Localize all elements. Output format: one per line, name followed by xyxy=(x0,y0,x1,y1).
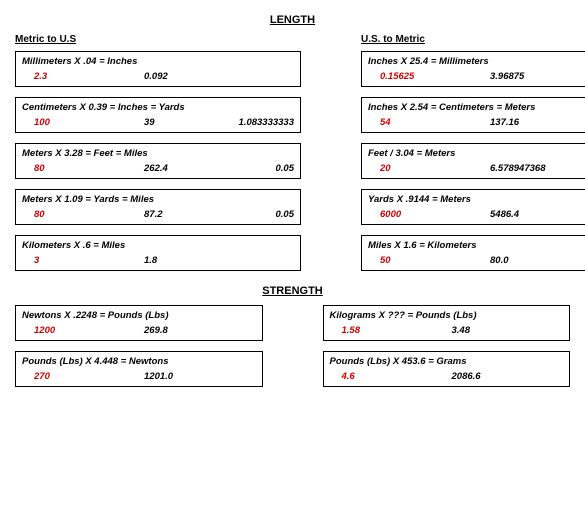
conversion-box: Yards X .9144 = Meters 6000 5486.4 xyxy=(361,189,585,225)
values-line: 50 80.0 xyxy=(368,255,585,266)
output-value-2: 1.3716 xyxy=(570,117,585,128)
values-line: 1200 269.8 xyxy=(22,325,256,336)
input-value[interactable]: 270 xyxy=(22,371,104,382)
formula-text: Feet / 3.04 = Meters xyxy=(368,148,585,159)
metric-to-us-header: Metric to U.S xyxy=(15,34,301,45)
length-right-col: U.S. to Metric Inches X 25.4 = Millimete… xyxy=(361,34,585,281)
conversion-box: Kilometers X .6 = Miles31.8 xyxy=(15,235,301,271)
input-value[interactable]: 1200 xyxy=(22,325,104,336)
formula-text: Inches X 25.4 = Millimeters xyxy=(368,56,585,67)
values-line: 0.15625 3.96875 xyxy=(368,71,585,82)
input-value[interactable]: 100 xyxy=(22,117,104,128)
conversion-box: Miles X 1.6 = Kilometers 50 80.0 xyxy=(361,235,585,271)
conversion-box: Meters X 3.28 = Feet = Miles 80 262.40.05 xyxy=(15,143,301,179)
conversion-box: Inches X 25.4 = Millimeters 0.15625 3.9687… xyxy=(361,51,585,87)
formula-text: Inches X 2.54 = Centimeters = Meters xyxy=(368,102,585,113)
input-value[interactable]: 54 xyxy=(368,117,450,128)
conversion-box: Pounds (Lbs) X 4.448 = Newtons 270 1201.0 xyxy=(15,351,263,387)
input-value[interactable]: 6000 xyxy=(368,209,450,220)
input-value[interactable]: 80 xyxy=(22,163,104,174)
output-value-1: 2086.6 xyxy=(452,371,532,382)
output-value-2: 1.083333333 xyxy=(224,117,294,128)
conversion-box: Newtons X .2248 = Pounds (Lbs) 1200 269.8 xyxy=(15,305,263,341)
formula-text: Meters X 3.28 = Feet = Miles xyxy=(22,148,294,159)
values-line: 80 87.20.05 xyxy=(22,209,294,220)
conversion-box: Meters X 1.09 = Yards = Miles 80 87.20.05 xyxy=(15,189,301,225)
output-value-1: 3.96875 xyxy=(490,71,570,82)
conversion-box: Pounds (Lbs) X 453.6 = Grams 4.6 2086.6 xyxy=(323,351,571,387)
formula-text: Kilograms X ??? = Pounds (Lbs) xyxy=(330,310,564,321)
output-value-1: 137.16 xyxy=(490,117,570,128)
output-value-1: 269.8 xyxy=(144,325,224,336)
input-value[interactable]: 0.15625 xyxy=(368,71,450,82)
strength-title: STRENGTH xyxy=(15,285,570,297)
output-value-1: 87.2 xyxy=(144,209,224,220)
formula-text: Centimeters X 0.39 = Inches = Yards xyxy=(22,102,294,113)
values-line: 4.6 2086.6 xyxy=(330,371,564,382)
us-to-metric-header: U.S. to Metric xyxy=(361,34,585,45)
input-value[interactable]: 1.58 xyxy=(330,325,412,336)
output-value-1: 39 xyxy=(144,117,224,128)
formula-text: Miles X 1.6 = Kilometers xyxy=(368,240,585,251)
values-line: 270 1201.0 xyxy=(22,371,256,382)
input-value[interactable]: 80 xyxy=(22,209,104,220)
output-value-2: 0.05 xyxy=(224,209,294,220)
output-value-1: 3.48 xyxy=(452,325,532,336)
output-value-1: 0.092 xyxy=(144,71,224,82)
values-line: 1.58 3.48 xyxy=(330,325,564,336)
input-value[interactable]: 50 xyxy=(368,255,450,266)
values-line: 20 6.578947368 xyxy=(368,163,585,174)
output-value-1: 5486.4 xyxy=(490,209,570,220)
values-line: 80 262.40.05 xyxy=(22,163,294,174)
values-line: 54 137.161.3716 xyxy=(368,117,585,128)
values-line: 6000 5486.4 xyxy=(368,209,585,220)
input-value[interactable]: 3 xyxy=(22,255,104,266)
output-value-1: 1.8 xyxy=(144,255,224,266)
values-line: 100 391.083333333 xyxy=(22,117,294,128)
output-value-2: 0.05 xyxy=(224,163,294,174)
formula-text: Pounds (Lbs) X 4.448 = Newtons xyxy=(22,356,256,367)
conversion-box: Feet / 3.04 = Meters 20 6.578947368 xyxy=(361,143,585,179)
formula-text: Pounds (Lbs) X 453.6 = Grams xyxy=(330,356,564,367)
formula-text: Yards X .9144 = Meters xyxy=(368,194,585,205)
conversion-box: Kilograms X ??? = Pounds (Lbs) 1.58 3.48 xyxy=(323,305,571,341)
values-line: 31.8 xyxy=(22,255,294,266)
strength-right-col: Kilograms X ??? = Pounds (Lbs) 1.58 3.48 Po… xyxy=(323,305,571,397)
formula-text: Newtons X .2248 = Pounds (Lbs) xyxy=(22,310,256,321)
length-title: LENGTH xyxy=(15,14,570,26)
output-value-1: 262.4 xyxy=(144,163,224,174)
conversion-box: Millimeters X .04 = Inches 2.3 0.092 xyxy=(15,51,301,87)
input-value[interactable]: 4.6 xyxy=(330,371,412,382)
length-columns: Metric to U.S Millimeters X .04 = Inches… xyxy=(15,34,570,281)
formula-text: Kilometers X .6 = Miles xyxy=(22,240,294,251)
input-value[interactable]: 2.3 xyxy=(22,71,104,82)
formula-text: Meters X 1.09 = Yards = Miles xyxy=(22,194,294,205)
input-value[interactable]: 20 xyxy=(368,163,450,174)
formula-text: Millimeters X .04 = Inches xyxy=(22,56,294,67)
output-value-1: 80.0 xyxy=(490,255,570,266)
conversion-box: Inches X 2.54 = Centimeters = Meters 54 13… xyxy=(361,97,585,133)
conversion-box: Centimeters X 0.39 = Inches = Yards 100 39… xyxy=(15,97,301,133)
output-value-1: 1201.0 xyxy=(144,371,224,382)
strength-columns: Newtons X .2248 = Pounds (Lbs) 1200 269.8 P… xyxy=(15,305,570,397)
output-value-1: 6.578947368 xyxy=(490,163,570,174)
length-left-col: Metric to U.S Millimeters X .04 = Inches… xyxy=(15,34,301,281)
values-line: 2.3 0.092 xyxy=(22,71,294,82)
strength-left-col: Newtons X .2248 = Pounds (Lbs) 1200 269.8 P… xyxy=(15,305,263,397)
